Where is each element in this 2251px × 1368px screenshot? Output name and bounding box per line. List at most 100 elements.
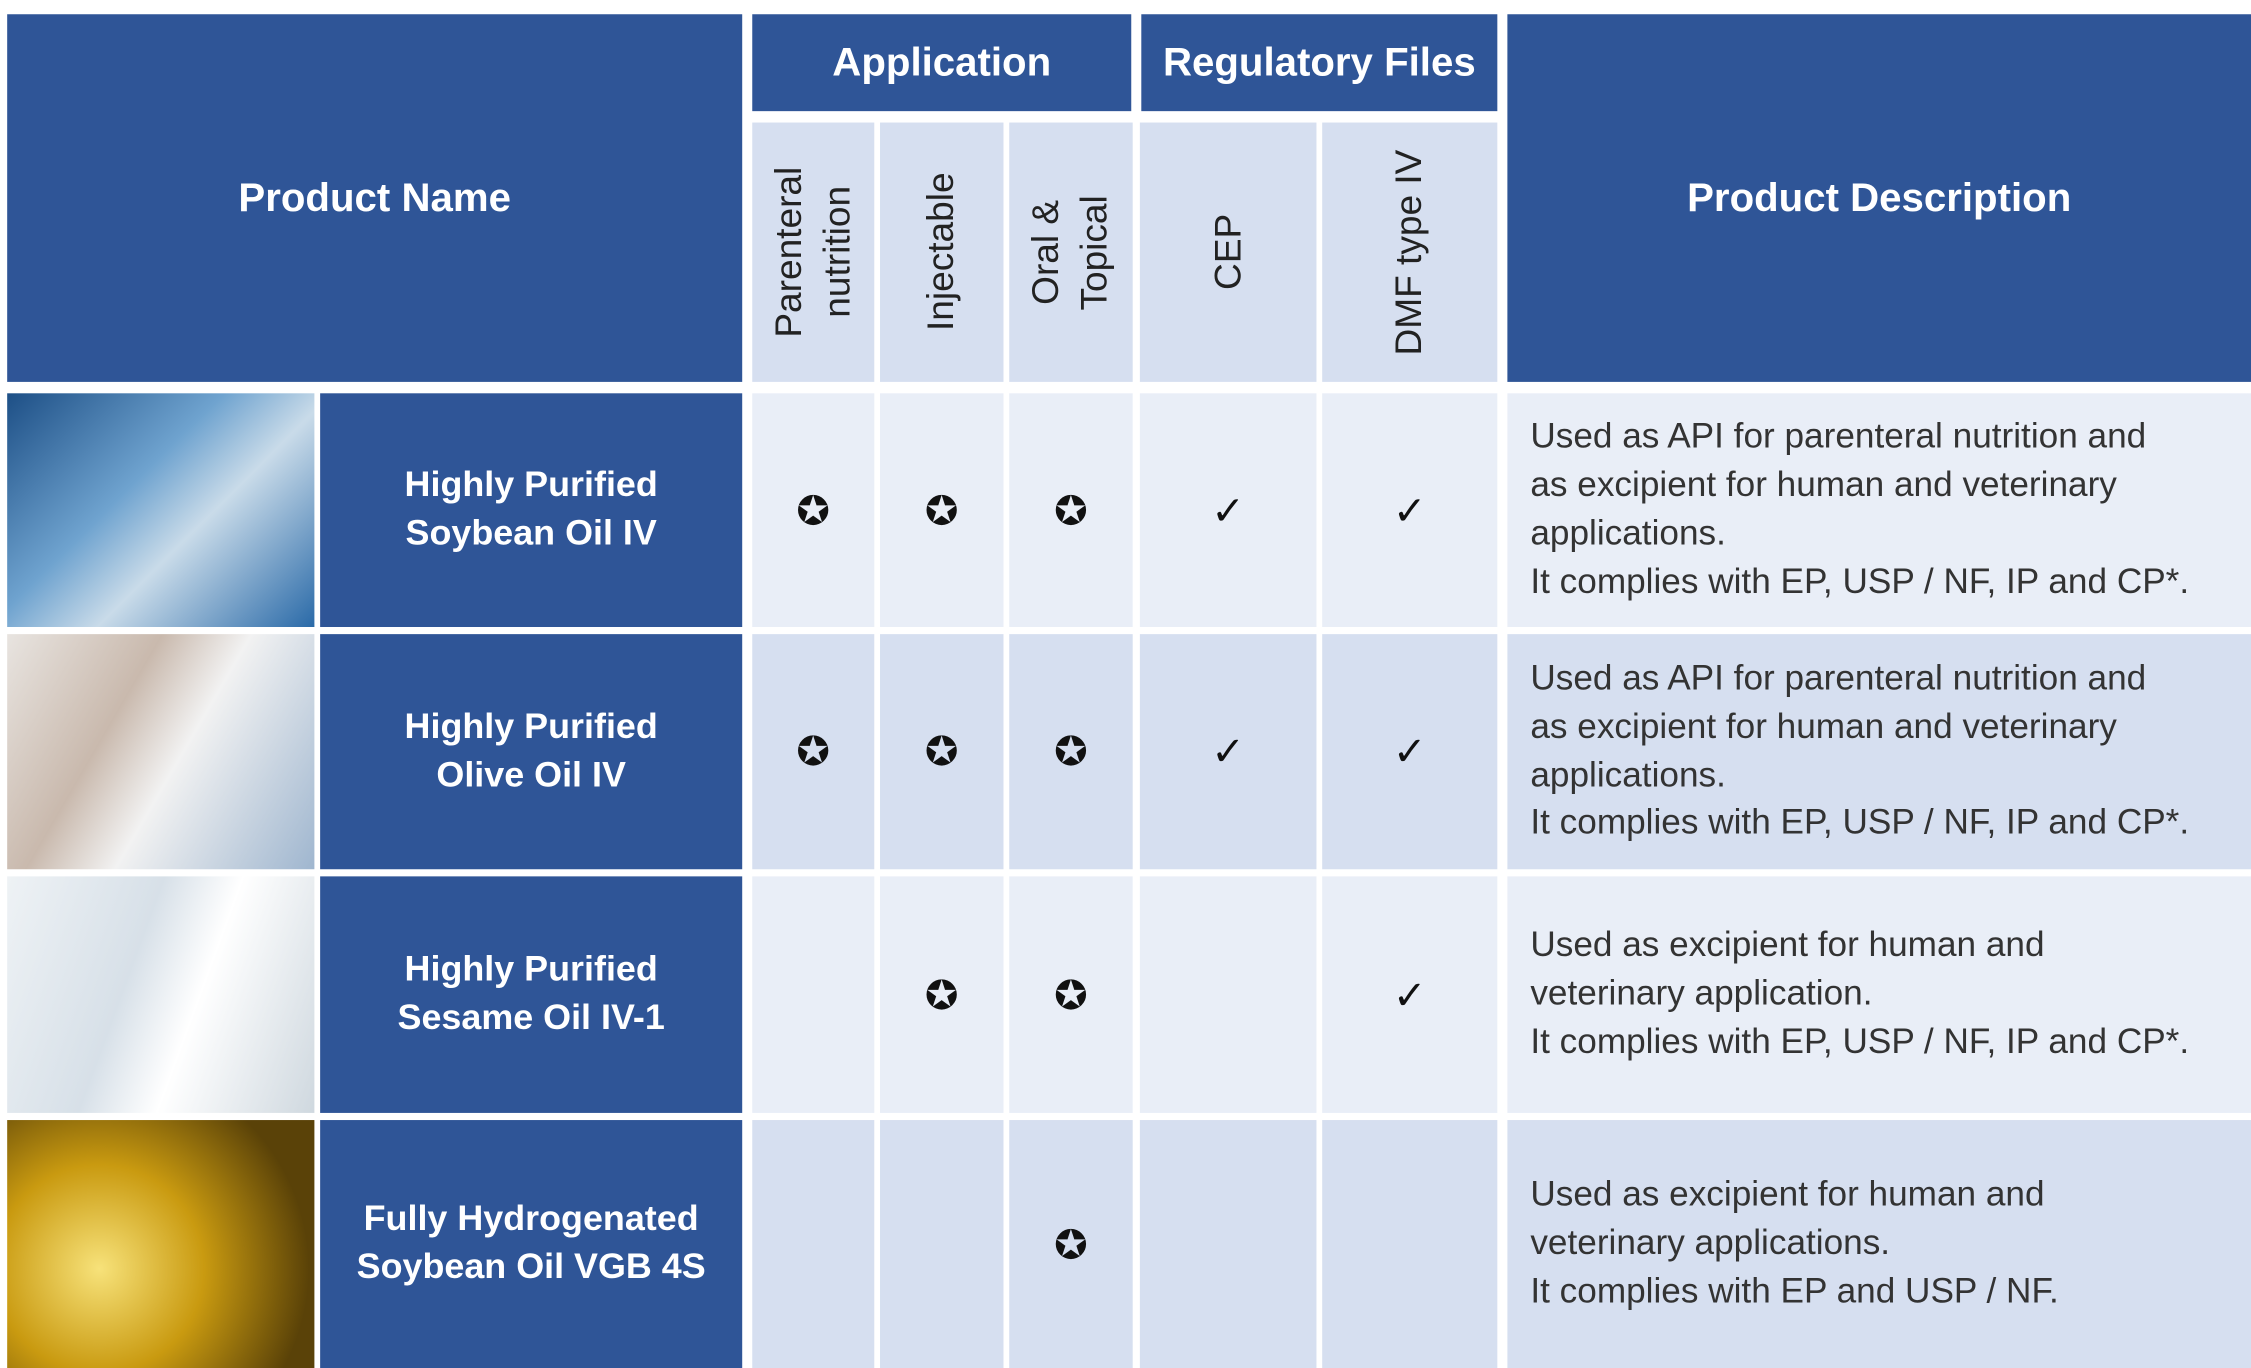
name-line: Sesame Oil IV-1 <box>397 997 665 1038</box>
product-name: Fully Hydrogenated Soybean Oil VGB 4S <box>320 1120 743 1368</box>
product-name: Highly Purified Soybean Oil IV <box>320 393 743 627</box>
group-header: Regulatory Files <box>1141 14 1498 112</box>
mark-cell: ✓ <box>1139 634 1317 870</box>
mark-cell <box>880 1120 1004 1368</box>
description-text: Used as API for parenteral nutrition and… <box>1530 655 2189 848</box>
column-label: Parenteral nutrition <box>765 167 862 338</box>
name-line: Highly Purified <box>404 949 658 990</box>
name-text: Highly Purified Soybean Oil IV <box>405 462 658 558</box>
mark: ✪ <box>1054 488 1088 533</box>
column-header: Parenteral nutrition <box>752 122 875 382</box>
mark-cell: ✪ <box>1009 393 1133 627</box>
mark: ✓ <box>1392 972 1427 1017</box>
description-line: It complies with EP, USP / NF, IP and CP… <box>1530 804 2190 843</box>
description-line: as excipient for human and veterinary <box>1530 466 2117 505</box>
column-label-line: Parenteral <box>766 166 810 338</box>
column-label: CEP <box>1204 214 1253 290</box>
name-text: Highly Purified Sesame Oil IV-1 <box>398 947 665 1043</box>
mark-cell <box>1139 876 1317 1113</box>
mark-cell: ✓ <box>1139 393 1317 627</box>
mark-cell <box>1139 1120 1317 1368</box>
description-text: Used as excipient for human and veterinar… <box>1530 922 2189 1066</box>
column-label-line: DMF type IV <box>1386 149 1430 356</box>
mark-cell: ✓ <box>1322 634 1498 870</box>
mark: ✓ <box>1211 488 1246 533</box>
group-label: Application <box>832 39 1052 85</box>
mark-cell: ✪ <box>880 634 1004 870</box>
column-header: CEP <box>1139 122 1317 382</box>
mark-cell: ✪ <box>1009 1120 1133 1368</box>
description-line: Used as API for parenteral nutrition and <box>1530 659 2147 699</box>
group-header: Application <box>752 14 1132 112</box>
mark: ✓ <box>1392 488 1427 533</box>
name-line: Highly Purified <box>404 464 658 505</box>
name-text: Fully Hydrogenated Soybean Oil VGB 4S <box>357 1196 706 1292</box>
mark: ✪ <box>1054 1221 1088 1267</box>
column-label-line: CEP <box>1205 214 1249 291</box>
photo <box>7 634 315 870</box>
photo <box>7 393 315 627</box>
description-line: veterinary application. <box>1530 974 1873 1014</box>
mark: ✓ <box>1211 729 1246 774</box>
header-text: Product Description <box>1687 175 2072 220</box>
description-line: veterinary applications. <box>1530 1224 1891 1263</box>
photo <box>7 876 315 1113</box>
mark-cell <box>752 1120 875 1368</box>
column-label-line: nutrition <box>814 186 858 319</box>
mark-cell: ✪ <box>1009 876 1133 1113</box>
description-line: Used as excipient for human and <box>1530 1176 2045 1215</box>
column-label-line: Oral & <box>1023 199 1067 305</box>
description: Used as excipient for human and veterinar… <box>1507 1120 2251 1368</box>
mark-cell: ✪ <box>752 393 875 627</box>
mark: ✪ <box>796 488 831 533</box>
description-line: Used as API for parenteral nutrition and <box>1530 418 2147 457</box>
column-label: DMF type IV <box>1385 149 1434 355</box>
mark-cell: ✪ <box>1009 634 1133 870</box>
name-line: Olive Oil IV <box>436 754 626 795</box>
description: Used as excipient for human and veterinar… <box>1507 876 2251 1113</box>
name-line: Highly Purified <box>404 706 658 747</box>
description: Used as API for parenteral nutrition and… <box>1507 634 2251 870</box>
mark: ✪ <box>1054 972 1088 1017</box>
description-line: as excipient for human and veterinary <box>1530 707 2117 747</box>
product-name: Highly Purified Olive Oil IV <box>320 634 743 870</box>
description-text: Used as API for parenteral nutrition and… <box>1530 414 2189 607</box>
name-line: Soybean Oil IV <box>405 513 657 553</box>
column-label-line: Topical <box>1072 194 1116 310</box>
column-header: DMF type IV <box>1322 122 1498 382</box>
mark-cell <box>1322 1120 1498 1368</box>
description: Used as API for parenteral nutrition and… <box>1507 393 2251 627</box>
mark-cell <box>752 876 875 1113</box>
description-line: It complies with EP and USP / NF. <box>1530 1272 2059 1311</box>
product-name: Highly Purified Sesame Oil IV-1 <box>320 876 743 1113</box>
mark: ✪ <box>796 729 831 774</box>
description-text: Used as excipient for human and veterinar… <box>1530 1172 2058 1316</box>
mark: ✓ <box>1392 729 1427 774</box>
description-line: applications. <box>1530 514 1726 553</box>
header-cell: Product Description <box>1507 14 2251 382</box>
column-label-line: Injectable <box>918 172 962 332</box>
name-line: Fully Hydrogenated <box>363 1198 699 1239</box>
photo <box>7 1120 315 1368</box>
mark: ✪ <box>924 488 959 533</box>
mark: ✪ <box>1054 729 1088 774</box>
mark: ✪ <box>924 972 959 1017</box>
mark-cell: ✓ <box>1322 876 1498 1113</box>
column-header: Oral & Topical <box>1009 122 1133 382</box>
group-label: Regulatory Files <box>1162 39 1476 85</box>
mark-cell: ✓ <box>1322 393 1498 627</box>
column-label: Injectable <box>917 173 966 332</box>
column-label: Oral & Topical <box>1022 195 1119 310</box>
mark-cell: ✪ <box>880 393 1004 627</box>
name-line: Soybean Oil VGB 4S <box>356 1246 706 1287</box>
description-line: applications. <box>1530 755 1726 795</box>
description-line: Used as excipient for human and <box>1530 926 2045 966</box>
name-text: Highly Purified Olive Oil IV <box>405 704 658 800</box>
header-text: Product Name <box>238 175 511 220</box>
description-line: It complies with EP, USP / NF, IP and CP… <box>1530 562 2190 602</box>
mark: ✪ <box>924 729 959 774</box>
header-cell: Product Name <box>7 14 743 382</box>
description-line: It complies with EP, USP / NF, IP and CP… <box>1530 1022 2190 1062</box>
